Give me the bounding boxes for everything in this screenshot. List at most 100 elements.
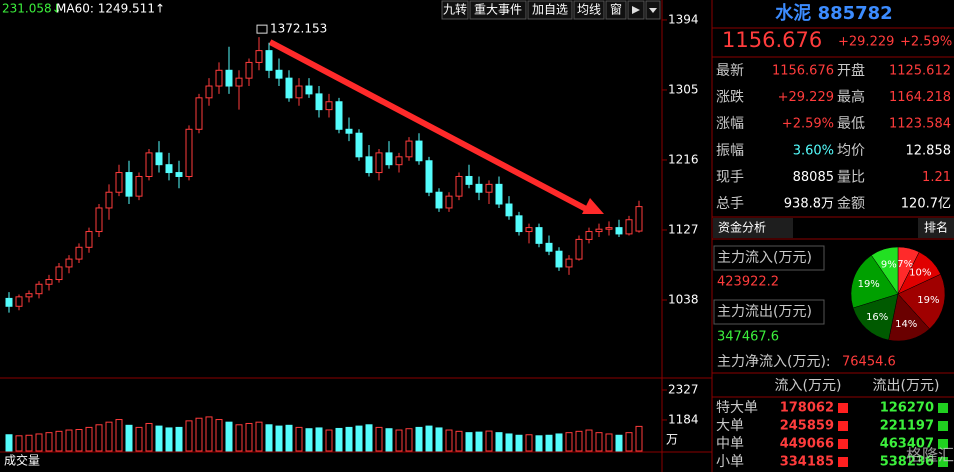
y-tick-label: 1394 (668, 12, 699, 26)
candle-body (135, 175, 143, 197)
tab-active[interactable] (713, 218, 793, 238)
candle-body (205, 85, 213, 99)
candle-body (295, 85, 303, 99)
candle-body (75, 246, 83, 260)
candle-body (415, 140, 423, 162)
row-label: 小单 (716, 454, 744, 470)
button[interactable] (573, 0, 605, 20)
candle-body (155, 152, 163, 166)
candle-body (615, 227, 623, 235)
swatch (938, 403, 948, 413)
candle-body (255, 50, 263, 63)
quote-change: +29.229 (838, 35, 894, 50)
volume-bar (435, 427, 443, 452)
quote-value: 1156.676 (772, 64, 834, 79)
candle-body (165, 164, 173, 174)
volume-bar (55, 430, 63, 452)
pie-label: 19% (858, 279, 880, 290)
pie-slice (897, 273, 946, 330)
candle-body (555, 250, 563, 268)
candle-body (65, 258, 73, 268)
candle-body (325, 101, 333, 111)
volume-bar (485, 430, 493, 452)
volume-bar (135, 426, 143, 452)
candle-body (565, 258, 573, 268)
swatch (838, 457, 848, 467)
inflow: 178062 (780, 401, 834, 416)
row-label: 中单 (716, 436, 744, 452)
candle-body (55, 266, 63, 281)
button[interactable] (527, 0, 573, 20)
candle-body (535, 227, 543, 244)
volume-bar (65, 429, 73, 452)
pie: 7%10%19%14%16%19%9% (850, 246, 946, 342)
row-label: 大单 (716, 418, 744, 434)
button-label[interactable]: 九转 (443, 2, 467, 17)
button-label[interactable]: 重大事件 (474, 3, 522, 17)
pie-slice (852, 293, 899, 341)
candle-body (545, 242, 553, 252)
button-label[interactable]: 均线 (577, 3, 601, 17)
volume-bar (295, 426, 303, 452)
candle-body (445, 195, 453, 209)
outflow: 463407 (880, 437, 934, 452)
tab[interactable]: 资金分析 (718, 220, 766, 235)
volume-bar (5, 434, 13, 452)
volume-bar (565, 432, 573, 452)
volume-bar (625, 432, 633, 452)
volume-bar (515, 434, 523, 452)
candle-body (145, 152, 153, 177)
volume-bar (595, 432, 603, 452)
candle-body (395, 156, 403, 166)
quote-pct: +2.59% (900, 35, 952, 50)
volume-bar (545, 434, 553, 452)
volume-bar (255, 421, 263, 452)
inflow: 334185 (780, 455, 834, 470)
ma60-label: MA60: 1249.511↑ (56, 2, 165, 16)
volume-label: 成交量 (4, 453, 40, 468)
button[interactable] (441, 0, 469, 20)
button[interactable] (469, 0, 527, 20)
candle-body (585, 231, 593, 240)
candle-body (85, 231, 93, 248)
candle-body (525, 227, 533, 233)
volume-bar (335, 427, 343, 452)
volume-bar (375, 426, 383, 452)
ma-label: 231.058↓ (2, 2, 62, 16)
tab[interactable] (918, 218, 954, 238)
candle-body (285, 77, 293, 99)
volume-bar (345, 426, 353, 452)
quote-name: 水泥 (775, 2, 811, 24)
candle-body (95, 207, 103, 233)
quote-label: 现手 (716, 169, 744, 185)
button[interactable] (605, 0, 627, 20)
quote-value: 120.7亿 (901, 197, 951, 212)
annotation-icon (256, 24, 268, 34)
button-label[interactable]: 窗 (610, 3, 622, 17)
candle-body (315, 93, 323, 111)
table-header: 流入(万元) (775, 378, 842, 394)
row-label: 特大单 (716, 400, 758, 416)
toolbar: 九转 重大事件 加自选 均线窗 (441, 0, 661, 20)
flow-table: 流入(万元) 流出(万元) 特大单 178062 126270 大单 245859 22119… (712, 378, 954, 470)
button-label[interactable]: 加自选 (532, 3, 568, 17)
y-tick-label: 1038 (668, 292, 699, 306)
quote-title: 水泥 885782 (775, 2, 892, 24)
volume-bar (505, 433, 513, 452)
volume-bar (125, 424, 133, 452)
volume-bar (495, 432, 503, 452)
tab[interactable]: 排名 (924, 220, 948, 235)
candle-body (455, 175, 463, 197)
y-tick-label: 1184 (668, 412, 699, 426)
volume-bar (165, 427, 173, 452)
volume-bar (535, 435, 543, 452)
quote-code: 885782 (818, 3, 893, 24)
volume-bar (85, 426, 93, 452)
candle-body (495, 183, 503, 205)
candle-body (625, 219, 633, 235)
candle-body (45, 279, 53, 285)
volume-bar (475, 431, 483, 452)
volume-bar (555, 433, 563, 452)
volume-bar (175, 426, 183, 452)
volume-unit: 万 (666, 433, 678, 447)
